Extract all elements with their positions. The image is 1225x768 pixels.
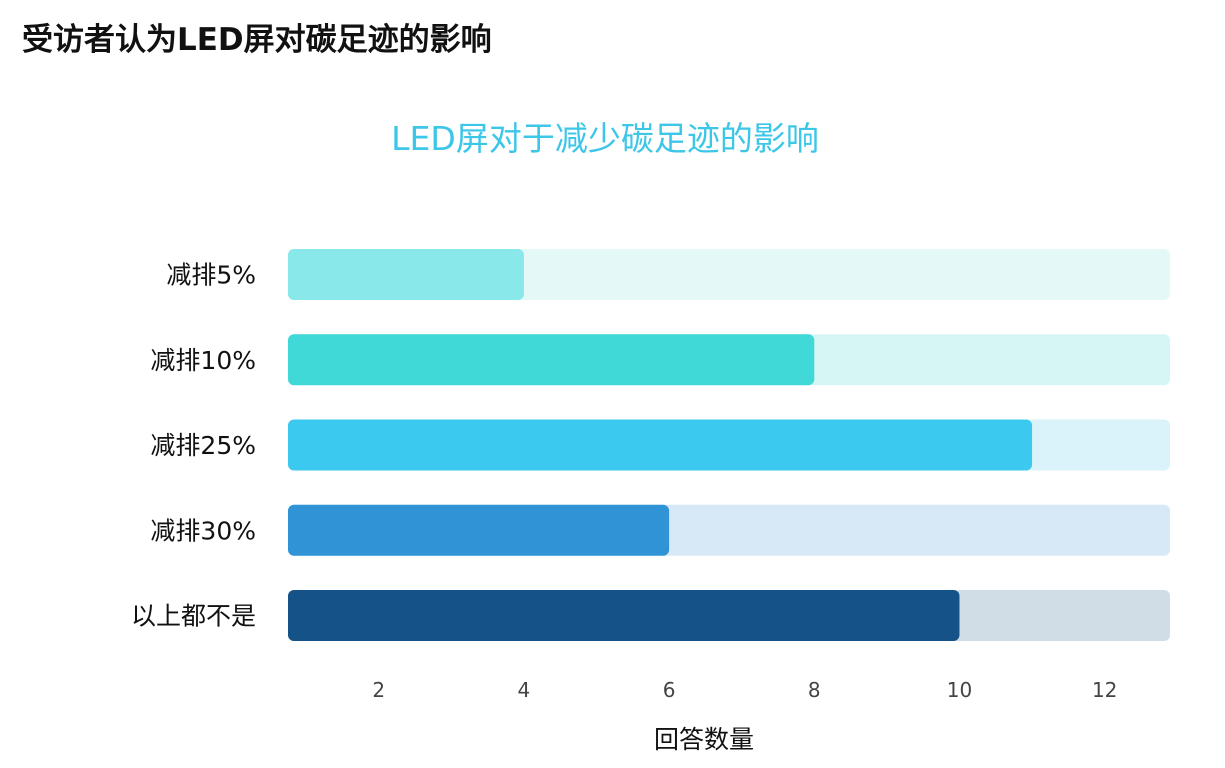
x-tick-label: 4 bbox=[518, 678, 531, 702]
category-label: 以上都不是 bbox=[131, 602, 256, 631]
bar bbox=[288, 419, 1033, 471]
bar bbox=[288, 249, 524, 300]
bar bbox=[288, 504, 670, 556]
category-label: 减排30% bbox=[150, 516, 256, 545]
bar bbox=[288, 334, 815, 386]
x-tick-label: 12 bbox=[1092, 678, 1117, 702]
category-labels: 减排5% 减排10% 减排25% 减排30% 以上都不是 bbox=[131, 261, 256, 631]
x-tick-label: 8 bbox=[808, 678, 821, 702]
bar bbox=[288, 590, 960, 641]
x-tick-labels: 2 4 6 8 10 12 bbox=[372, 678, 1117, 702]
chart-title: LED屏对于减少碳足迹的影响 bbox=[391, 119, 819, 158]
x-axis-label: 回答数量 bbox=[654, 725, 754, 754]
category-label: 减排5% bbox=[166, 261, 256, 290]
category-label: 减排10% bbox=[150, 346, 256, 375]
x-tick-label: 6 bbox=[663, 678, 676, 702]
page-title: 受访者认为LED屏对碳足迹的影响 bbox=[22, 22, 492, 58]
x-tick-label: 2 bbox=[372, 678, 385, 702]
bars bbox=[288, 249, 1033, 641]
category-label: 减排25% bbox=[150, 431, 256, 460]
x-tick-label: 10 bbox=[947, 678, 972, 702]
